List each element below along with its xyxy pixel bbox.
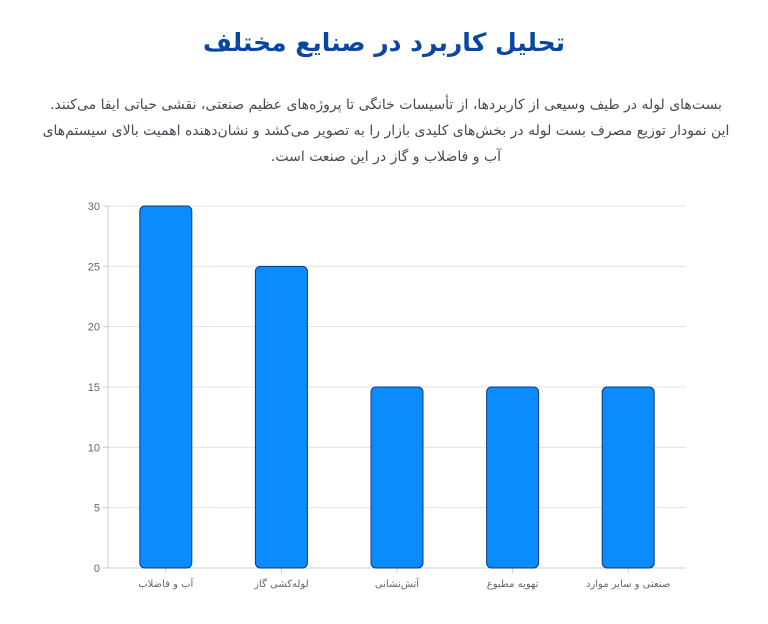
y-tick-label: 15 [88, 382, 100, 394]
y-tick-label: 20 [88, 322, 100, 334]
page-title: تحلیل کاربرد در صنایع مختلف [202, 28, 566, 57]
x-tick-label: آتش‌نشانی [375, 577, 420, 590]
y-tick-label: 25 [88, 261, 100, 273]
bar [139, 205, 193, 569]
bar [370, 386, 424, 569]
y-tick-label: 30 [88, 201, 100, 213]
bar [254, 265, 308, 569]
y-tick-label: 0 [94, 563, 100, 575]
bar [486, 386, 540, 569]
y-tick-label: 10 [88, 442, 100, 454]
bars [139, 205, 655, 569]
y-tick-label: 5 [94, 503, 100, 515]
bar [601, 386, 655, 569]
x-axis: آب و فاضلاب لوله‌کشی گاز آتش‌نشانی تهویه مط… [138, 568, 670, 590]
x-tick-label: لوله‌کشی گاز [253, 578, 308, 590]
x-tick-label: آب و فاضلاب [138, 577, 194, 590]
y-axis: 0 5 10 15 20 25 30 [88, 201, 109, 575]
page-description: بست‌های لوله در طیف وسیعی از کاربردها، ا… [42, 97, 730, 165]
x-tick-label: تهویه مطبوع [487, 579, 539, 590]
x-tick-label: صنعتی و سایر موارد [586, 579, 670, 590]
